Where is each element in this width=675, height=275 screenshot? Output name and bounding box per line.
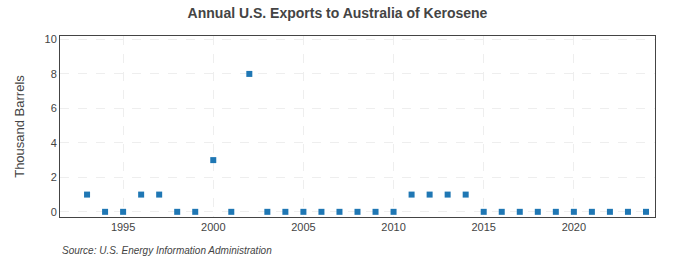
svg-text:1995: 1995 (111, 221, 135, 233)
svg-text:8: 8 (51, 68, 57, 80)
svg-text:0: 0 (51, 206, 57, 218)
svg-text:4: 4 (51, 137, 57, 149)
svg-text:2005: 2005 (291, 221, 315, 233)
svg-text:Annual U.S. Exports to Austral: Annual U.S. Exports to Australia of Kero… (188, 5, 488, 21)
svg-text:2010: 2010 (381, 221, 405, 233)
svg-text:2020: 2020 (562, 221, 586, 233)
svg-text:Source: U.S. Energy Informatio: Source: U.S. Energy Information Administ… (62, 245, 272, 256)
svg-text:10: 10 (45, 33, 57, 45)
svg-text:6: 6 (51, 102, 57, 114)
svg-text:2: 2 (51, 171, 57, 183)
svg-text:2015: 2015 (471, 221, 495, 233)
svg-text:Thousand Barrels: Thousand Barrels (12, 75, 27, 178)
svg-text:2000: 2000 (201, 221, 225, 233)
